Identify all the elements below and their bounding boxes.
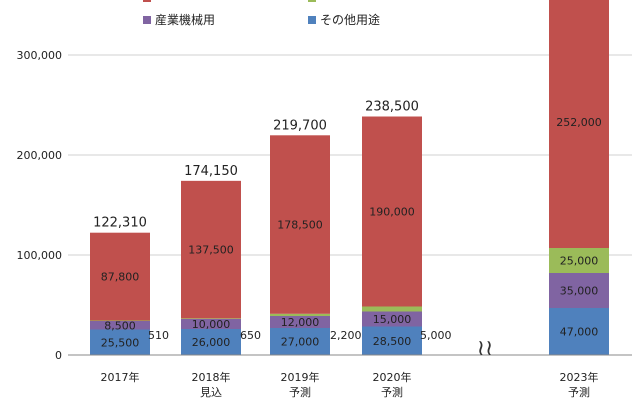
- bar-segment: [270, 316, 330, 328]
- segment-value-label: 252,000: [556, 116, 602, 129]
- bar-segment: [549, 248, 609, 273]
- x-category-label: 予測: [381, 385, 403, 399]
- segment-value-label: 2,200: [330, 329, 362, 342]
- x-category-label: 見込: [200, 386, 222, 399]
- segment-value-label: 47,000: [560, 326, 599, 339]
- x-category-label: 2020年: [373, 370, 412, 384]
- bar-segment: [90, 329, 150, 355]
- bar-segment: [362, 306, 422, 312]
- bar-segment: [90, 232, 150, 321]
- segment-value-label: 650: [240, 329, 261, 342]
- y-tick-label: 300,000: [17, 49, 63, 62]
- bar-segment: [362, 326, 422, 355]
- segment-value-label: 178,500: [277, 219, 323, 232]
- bar-segment: [549, 0, 609, 248]
- x-category-label: 予測: [289, 385, 311, 399]
- bar-segment: [181, 319, 241, 329]
- segment-value-label: 35,000: [560, 285, 599, 298]
- grid: [68, 54, 632, 256]
- y-tick-label: 100,000: [17, 249, 63, 262]
- segment-value-label: 87,800: [101, 271, 140, 284]
- bar-segment: [362, 116, 422, 307]
- bar-segment: [90, 320, 150, 321]
- x-category-label: 2019年: [281, 370, 320, 384]
- bar-segment: [362, 311, 422, 327]
- bar-total-label: 122,310: [93, 216, 147, 231]
- bars: [90, 0, 609, 355]
- segment-value-label: 12,000: [281, 316, 320, 329]
- x-category-label: 2018年: [192, 370, 231, 384]
- bar-segment: [549, 273, 609, 308]
- bar-segment: [270, 313, 330, 316]
- legend-swatch: [308, 16, 316, 24]
- segment-value-label: 8,500: [104, 319, 136, 332]
- legend-label: その他用途: [320, 12, 380, 27]
- segment-value-label: 137,500: [188, 244, 234, 257]
- bar-segment: [270, 135, 330, 314]
- bar-segment: [549, 308, 609, 355]
- labels: 25,500 8,500 510 87,800 26,000 10,000 650 137,5…: [93, 100, 602, 350]
- y-tick-label: 0: [55, 349, 62, 362]
- axis-break-icon: ≀≀: [477, 336, 494, 361]
- bar-total-label: 238,500: [365, 100, 419, 115]
- segment-value-label: 15,000: [373, 313, 412, 326]
- segment-value-label: 27,000: [281, 336, 320, 349]
- segment-value-label: 5,000: [420, 329, 452, 342]
- bar-total-label: 174,150: [184, 164, 238, 179]
- segment-value-label: 25,000: [560, 255, 599, 268]
- segment-value-label: 28,500: [373, 335, 412, 348]
- x-category-label: 予測: [568, 385, 590, 399]
- segment-value-label: 190,000: [369, 206, 415, 219]
- bar-segment: [90, 321, 150, 330]
- legend: 産業機械用 その他用途: [143, 0, 380, 27]
- segment-value-label: 510: [148, 329, 169, 342]
- bar-segment: [181, 329, 241, 355]
- legend-swatch: [143, 0, 151, 2]
- x-category-label: 2017年: [101, 370, 140, 384]
- y-tick-label: 200,000: [17, 149, 63, 162]
- legend-label: 産業機械用: [155, 12, 215, 27]
- bar-segment: [181, 318, 241, 319]
- legend-swatch: [143, 16, 151, 24]
- bar-segment: [181, 180, 241, 319]
- x-category-label: 2023年: [560, 370, 599, 384]
- legend-swatch: [308, 0, 316, 2]
- segment-value-label: 25,500: [101, 336, 140, 349]
- bar-total-label: 219,700: [273, 118, 327, 133]
- segment-value-label: 10,000: [192, 318, 231, 331]
- segment-value-label: 26,000: [192, 336, 231, 349]
- bar-segment: [270, 328, 330, 355]
